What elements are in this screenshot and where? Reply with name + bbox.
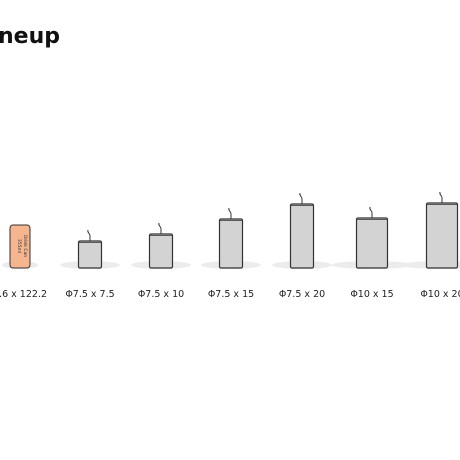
candle-item: Φ7.5 x 20 xyxy=(272,192,332,300)
wick xyxy=(87,229,91,241)
item-label: Φ10 x 20 xyxy=(420,289,460,300)
can-body xyxy=(9,224,31,269)
can-print: 355ml xyxy=(16,239,22,253)
wick xyxy=(439,191,443,203)
candle xyxy=(425,202,459,269)
wick xyxy=(228,207,232,219)
candle-item: Φ7.5 x 10 xyxy=(131,222,191,300)
can-print: Drink Can xyxy=(22,235,28,257)
item-label: 6.6 x 122.2 xyxy=(0,289,47,300)
candle-item: Φ7.5 x 7.5 xyxy=(60,229,120,300)
title: neup xyxy=(0,24,60,49)
candle-item: Φ10 x 20 xyxy=(401,191,460,300)
wick xyxy=(158,222,162,234)
wick xyxy=(369,206,373,218)
wick xyxy=(299,192,303,204)
item-label: Φ7.5 x 10 xyxy=(138,289,184,300)
item-label: Φ7.5 x 7.5 xyxy=(65,289,114,300)
item-label: Φ7.5 x 15 xyxy=(208,289,254,300)
candle xyxy=(355,217,389,269)
candle xyxy=(77,240,103,269)
candle-item: Φ10 x 15 xyxy=(331,206,413,300)
item-label: Φ10 x 15 xyxy=(350,289,393,300)
candle xyxy=(148,233,174,269)
drink-can: 355ml Drink Can 6.6 x 122.2 xyxy=(0,224,47,300)
item-label: Φ7.5 x 20 xyxy=(279,289,325,300)
candle xyxy=(289,203,315,269)
candle xyxy=(218,218,244,269)
candle-item: Φ7.5 x 15 xyxy=(201,207,261,300)
